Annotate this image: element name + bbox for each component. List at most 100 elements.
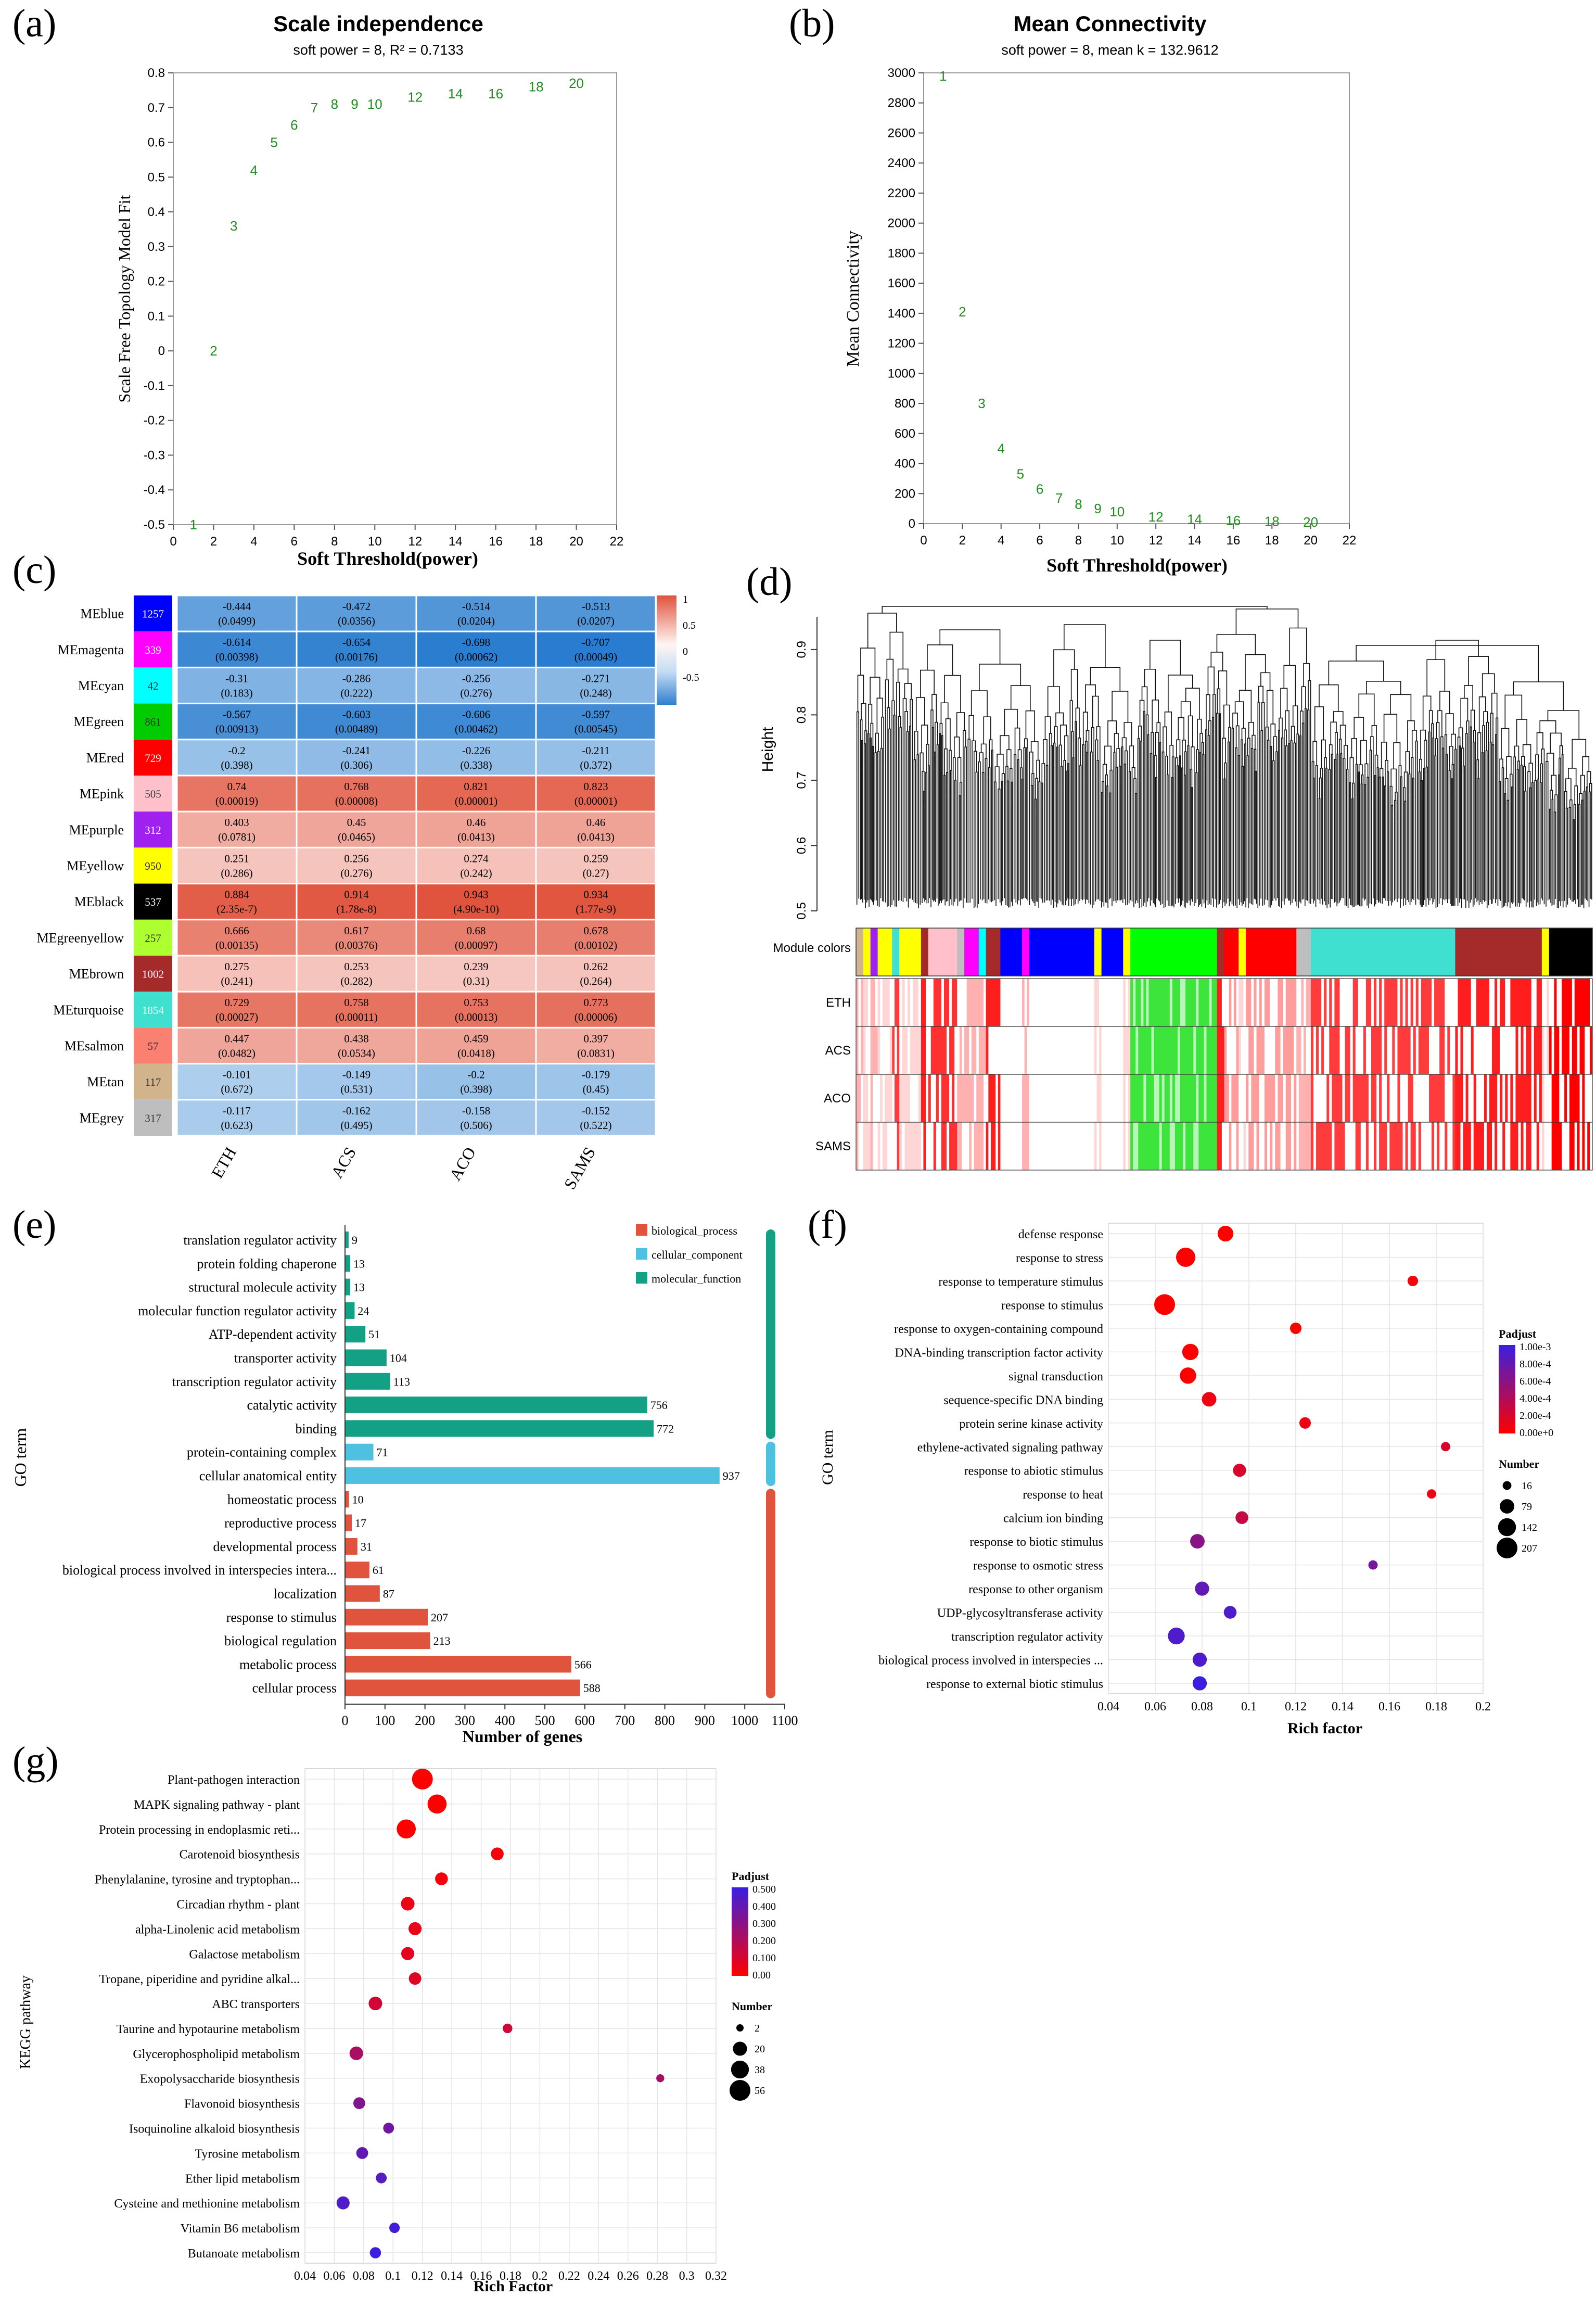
- heatmap-cell-pvalue: (0.306): [340, 759, 372, 771]
- trait-stripe: [1508, 1074, 1511, 1122]
- trait-stripe: [943, 979, 947, 1026]
- trait-stripe: [1254, 1074, 1257, 1122]
- dendrogram-branch: [1583, 791, 1586, 807]
- trait-stripe: [1564, 1026, 1567, 1074]
- panel-g-bubble: [401, 1947, 415, 1960]
- trait-stripe: [1510, 979, 1513, 1026]
- trait-stripe: [1360, 1122, 1364, 1170]
- trait-stripe: [1086, 979, 1090, 1026]
- trait-stripe: [1130, 1026, 1133, 1074]
- trait-stripe: [1308, 1074, 1311, 1122]
- trait-stripe: [1572, 1074, 1575, 1122]
- panel-f-ylabel: GO term: [819, 1430, 836, 1485]
- dendrogram-branch: [1266, 690, 1274, 727]
- trait-stripe: [1332, 979, 1335, 1026]
- trait-stripe: [1329, 1122, 1332, 1170]
- panel-g-size-legend-title: Number: [732, 2000, 772, 2013]
- trait-stripe: [952, 1026, 955, 1074]
- dendrogram-branch: [1106, 785, 1108, 799]
- dendrogram-branch: [1531, 782, 1534, 791]
- dendrogram-y-tick-label: 0.8: [795, 706, 809, 724]
- trait-stripe: [1536, 1026, 1540, 1074]
- trait-stripe: [1291, 979, 1294, 1026]
- trait-stripe: [861, 1122, 864, 1170]
- panel-b-point-label: 20: [1303, 514, 1318, 530]
- module-color-swatch: [134, 1027, 172, 1064]
- panel-g-bubble: [435, 1872, 448, 1885]
- trait-stripe: [1521, 1122, 1524, 1170]
- panel-g-color-legend-title: Padjust: [732, 1870, 770, 1883]
- trait-stripe: [938, 1074, 942, 1122]
- trait-stripe: [947, 1122, 950, 1170]
- trait-stripe: [1334, 979, 1337, 1026]
- trait-stripe: [988, 979, 991, 1026]
- panel-g-x-tick-label: 0.1: [385, 2269, 401, 2283]
- trait-stripe: [1130, 1074, 1133, 1122]
- trait-stripe: [1065, 1026, 1069, 1074]
- trait-stripe: [1392, 1074, 1395, 1122]
- go-bar: [345, 1538, 357, 1555]
- dendrogram-branch: [1181, 767, 1183, 779]
- module-gene-count: 42: [148, 680, 159, 692]
- heatmap-cell: [296, 919, 417, 957]
- panel-d-dendrogram: Height 0.50.60.70.80.9 Module colors ETH…: [759, 606, 1593, 1171]
- go-bar-value: 13: [353, 1281, 365, 1294]
- trait-stripe: [1486, 979, 1490, 1026]
- trait-stripe: [1547, 1026, 1550, 1074]
- trait-stripe: [1055, 979, 1058, 1026]
- trait-stripe: [938, 1122, 942, 1170]
- trait-stripe: [1256, 1122, 1260, 1170]
- trait-stripe: [936, 1122, 939, 1170]
- module-color-segment: [1029, 928, 1095, 976]
- trait-stripe: [1029, 1074, 1032, 1122]
- trait-stripe: [1326, 1026, 1330, 1074]
- go-bar-value: 566: [574, 1658, 592, 1671]
- heatmap-cell-corr: 0.729: [224, 996, 249, 1009]
- trait-stripe: [966, 1026, 969, 1074]
- trait-stripe: [1463, 1122, 1466, 1170]
- trait-stripe: [984, 1122, 987, 1170]
- trait-stripe: [1515, 1074, 1518, 1122]
- heatmap-cell: [296, 630, 417, 668]
- trait-stripe: [1248, 979, 1252, 1026]
- trait-stripe: [1559, 1122, 1562, 1170]
- dendrogram-branch: [1223, 704, 1230, 739]
- trait-stripe: [1334, 1026, 1337, 1074]
- trait-stripe: [1123, 1026, 1126, 1074]
- heatmap-cell-corr: -0.603: [342, 708, 371, 721]
- trait-stripe: [1387, 1026, 1390, 1074]
- panel-a-point-label: 20: [569, 75, 584, 91]
- trait-stripe: [971, 979, 975, 1026]
- dendrogram-branch: [1254, 748, 1257, 771]
- trait-stripe: [1128, 979, 1131, 1026]
- dendrogram-branch: [1358, 693, 1375, 726]
- dendrogram-branch: [1059, 725, 1067, 745]
- module-color-swatch: [134, 883, 172, 920]
- trait-stripe: [1551, 1074, 1555, 1122]
- trait-stripe: [918, 1026, 922, 1074]
- heatmap-cell: [296, 883, 417, 921]
- trait-stripe: [1452, 1026, 1455, 1074]
- dendrogram-branch: [993, 781, 997, 796]
- dendrogram-branch: [1588, 791, 1591, 807]
- panel-e-x-tick-label: 600: [574, 1713, 595, 1728]
- trait-stripe: [1310, 1074, 1314, 1122]
- trait-stripe: [1350, 1122, 1354, 1170]
- dendrogram-branch: [1047, 686, 1061, 717]
- trait-stripe: [1008, 1074, 1012, 1122]
- heatmap-cell: [535, 1063, 657, 1101]
- trait-stripe: [947, 1026, 950, 1074]
- dendrogram-branch: [1239, 690, 1252, 722]
- trait-stripe: [1288, 1074, 1292, 1122]
- panel-f-color-legend-tick: 6.00e-4: [1520, 1376, 1551, 1387]
- trait-stripe: [1246, 1074, 1249, 1122]
- panel-b-x-tick-label: 14: [1188, 534, 1202, 548]
- trait-stripe: [1528, 1122, 1532, 1170]
- trait-stripe: [1415, 1074, 1419, 1122]
- trait-stripe: [1324, 1074, 1327, 1122]
- panel-d-module-label: Module colors: [773, 941, 851, 955]
- trait-stripe: [1408, 1026, 1411, 1074]
- trait-stripe: [885, 979, 888, 1026]
- trait-stripe: [1278, 979, 1281, 1026]
- trait-stripe: [923, 1026, 926, 1074]
